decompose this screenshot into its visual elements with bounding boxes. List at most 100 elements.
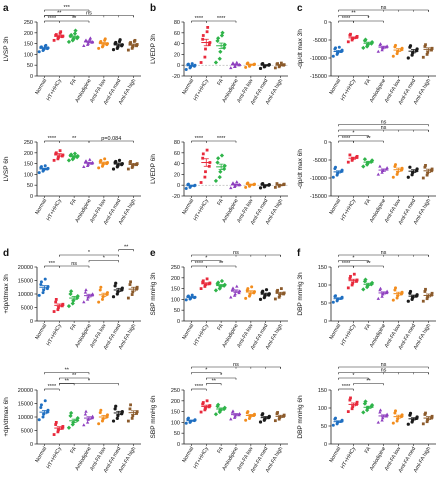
significance-label: ns [381, 362, 387, 368]
data-point [334, 46, 337, 50]
data-point [252, 412, 256, 416]
data-point [201, 279, 205, 283]
data-point [126, 167, 130, 171]
data-point [190, 62, 194, 66]
data-point [219, 278, 225, 284]
significance-label: ** [212, 379, 217, 385]
x-tick-label: Normal [34, 446, 48, 464]
y-tick-label: -10000 [310, 176, 327, 182]
data-point [425, 173, 429, 177]
y-tick-label: 50 [321, 301, 327, 307]
y-tick-label: 100 [24, 172, 33, 178]
x-tick-label: HT+HHCy [193, 198, 211, 222]
data-point [352, 272, 356, 276]
data-point [350, 283, 354, 287]
data-point [351, 281, 355, 285]
data-point [258, 297, 263, 301]
y-tick-label: 60 [174, 151, 180, 157]
data-point [351, 405, 355, 408]
data-point [130, 46, 134, 50]
data-point [430, 46, 434, 50]
data-point [361, 164, 366, 169]
significance-label: *** [64, 5, 71, 11]
data-point [430, 48, 433, 52]
data-point [415, 167, 419, 171]
y-tick-label: 40 [174, 42, 180, 48]
data-point [348, 153, 352, 157]
y-tick-label: 40 [174, 162, 180, 168]
data-point [350, 407, 354, 411]
x-tick-label: HT+HHCy [46, 446, 64, 470]
data-point [349, 32, 352, 36]
data-point [425, 53, 429, 56]
data-point [380, 170, 384, 174]
data-point [43, 399, 47, 403]
x-tick-label: Normal [181, 446, 195, 464]
y-tick-label: 100 [318, 406, 327, 412]
data-point [394, 286, 397, 290]
y-tick-label: 250 [171, 388, 180, 394]
significance-label: **** [195, 136, 204, 142]
data-point [425, 297, 429, 301]
data-point [44, 43, 48, 47]
significance-label: *** [49, 261, 56, 267]
data-point [217, 56, 222, 61]
data-point [201, 156, 205, 160]
data-point [430, 167, 434, 171]
data-point [115, 416, 119, 420]
y-tick-label: 50 [174, 308, 180, 314]
significance-label: ** [72, 136, 77, 142]
data-point [378, 42, 383, 46]
data-point [350, 158, 354, 162]
data-point [205, 277, 209, 281]
data-point [120, 410, 124, 414]
data-point [184, 186, 188, 190]
data-point [424, 43, 427, 47]
data-point [54, 421, 58, 424]
y-tick-label: 10000 [18, 292, 33, 298]
data-point [391, 298, 395, 302]
significance-label: ** [57, 11, 62, 17]
data-point [394, 163, 397, 167]
y-tick-label: 0 [324, 442, 327, 448]
significance-label: * [103, 256, 106, 262]
data-point [83, 290, 88, 294]
data-point [59, 30, 63, 34]
y-axis-label: DBP mmHg 6h [297, 395, 304, 439]
data-point [88, 36, 93, 40]
data-point [131, 45, 135, 49]
data-point [61, 302, 65, 306]
y-tick-label: 150 [318, 388, 327, 394]
data-point [201, 34, 205, 37]
data-point [229, 186, 233, 190]
data-point [273, 419, 277, 423]
data-point [203, 55, 207, 59]
x-tick-label: HT+HHCy [340, 78, 358, 102]
data-point [334, 165, 337, 169]
data-point [394, 409, 397, 413]
significance-label: ** [72, 16, 77, 22]
data-point [204, 47, 207, 51]
data-point [340, 168, 344, 172]
data-point [250, 285, 254, 289]
y-axis-label: LVEDP 3h [150, 34, 157, 64]
y-tick-label: 150 [171, 410, 180, 416]
data-point [231, 409, 235, 413]
significance-label: * [220, 373, 223, 379]
data-point [88, 157, 92, 161]
y-tick-label: 20000 [18, 265, 33, 271]
data-point [424, 164, 427, 167]
data-point [193, 183, 197, 187]
data-point [378, 164, 382, 168]
data-point [400, 413, 404, 417]
data-point [415, 415, 419, 419]
panel-letter: d [3, 248, 9, 259]
data-point [276, 411, 279, 414]
data-point [52, 158, 56, 162]
data-point [66, 158, 72, 163]
data-point [423, 413, 427, 416]
y-tick-label: -20 [172, 74, 180, 80]
